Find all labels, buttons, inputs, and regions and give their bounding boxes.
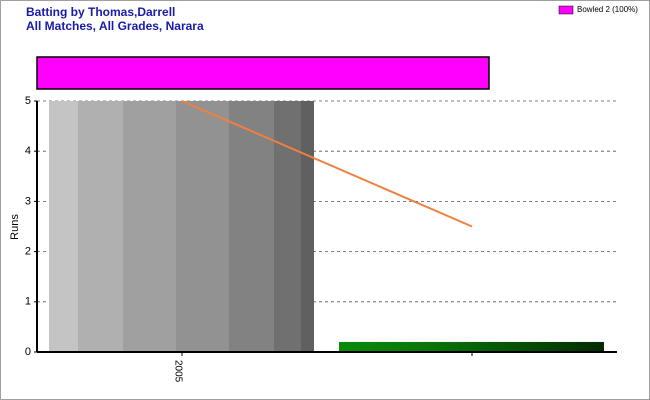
legend-swatch bbox=[558, 5, 574, 15]
y-tick-label: 1 bbox=[25, 296, 31, 308]
bar bbox=[339, 341, 604, 352]
x-tick-label: 2005 bbox=[172, 360, 183, 383]
y-tick-label: 4 bbox=[25, 145, 31, 157]
y-axis-label: Runs bbox=[9, 214, 21, 240]
y-tick-label: 0 bbox=[25, 346, 31, 358]
trend-line bbox=[181, 100, 473, 228]
legend-label: Bowled 2 (100%) bbox=[577, 5, 638, 14]
y-tick-label: 3 bbox=[25, 195, 31, 207]
chart-subtitle: All Matches, All Grades, Narara bbox=[26, 19, 204, 33]
chart-title: Batting by Thomas,Darrell bbox=[26, 5, 175, 19]
dismissal-bar bbox=[36, 56, 490, 90]
y-tick-label: 2 bbox=[25, 246, 31, 258]
bar bbox=[49, 101, 314, 352]
y-tick-label: 5 bbox=[25, 95, 31, 107]
